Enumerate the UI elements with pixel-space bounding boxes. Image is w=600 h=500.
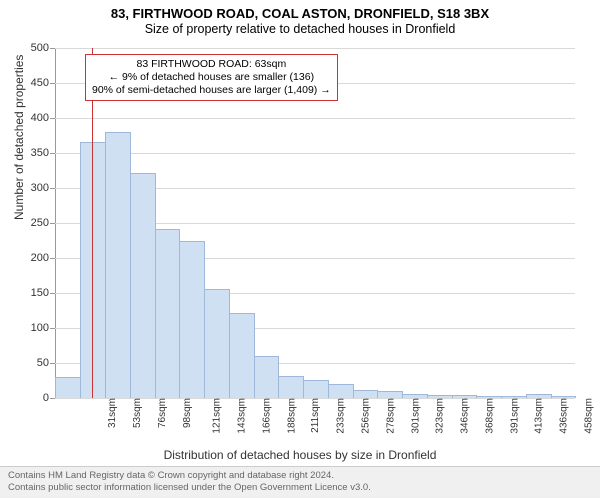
- xtick-label: 391sqm: [504, 398, 520, 434]
- chart-title-main: 83, FIRTHWOOD ROAD, COAL ASTON, DRONFIEL…: [0, 0, 600, 21]
- xtick-label: 233sqm: [331, 398, 347, 434]
- ytick-label: 300: [31, 182, 55, 194]
- bar: [501, 396, 527, 398]
- xtick-label: 278sqm: [380, 398, 396, 434]
- xtick-label: 256sqm: [356, 398, 372, 434]
- bar: [476, 396, 502, 398]
- bar: [402, 394, 428, 399]
- bar: [452, 395, 478, 398]
- bar: [229, 313, 255, 398]
- xtick-label: 436sqm: [554, 398, 570, 434]
- footer-line1: Contains HM Land Registry data © Crown c…: [8, 470, 592, 482]
- xtick-label: 301sqm: [405, 398, 421, 434]
- xtick-label: 53sqm: [127, 398, 143, 428]
- xtick-label: 98sqm: [177, 398, 193, 428]
- x-axis-label: Distribution of detached houses by size …: [0, 448, 600, 462]
- plot-area: 05010015020025030035040045050031sqm53sqm…: [55, 48, 575, 398]
- xtick-label: 458sqm: [578, 398, 594, 434]
- bar: [303, 380, 329, 399]
- annotation-line1: 83 FIRTHWOOD ROAD: 63sqm: [92, 58, 331, 71]
- bar: [551, 396, 577, 398]
- bar: [427, 395, 453, 398]
- annotation-line3: 90% of semi-detached houses are larger (…: [92, 84, 331, 97]
- chart-container: 83, FIRTHWOOD ROAD, COAL ASTON, DRONFIEL…: [0, 0, 600, 500]
- bar: [55, 377, 81, 398]
- xtick-label: 188sqm: [281, 398, 297, 434]
- bar: [278, 376, 304, 398]
- footer-line2: Contains public sector information licen…: [8, 482, 592, 494]
- xtick-label: 76sqm: [152, 398, 168, 428]
- ytick-label: 200: [31, 252, 55, 264]
- xtick-label: 368sqm: [479, 398, 495, 434]
- annotation-box: 83 FIRTHWOOD ROAD: 63sqm ← 9% of detache…: [85, 54, 338, 101]
- ytick-label: 150: [31, 287, 55, 299]
- chart-title-sub: Size of property relative to detached ho…: [0, 21, 600, 36]
- grid-line: [55, 153, 575, 154]
- bar: [353, 390, 379, 398]
- ytick-label: 0: [43, 392, 55, 404]
- bar: [526, 394, 552, 399]
- bar: [254, 356, 280, 398]
- ytick-label: 100: [31, 322, 55, 334]
- xtick-label: 413sqm: [529, 398, 545, 434]
- bar: [155, 229, 181, 398]
- ytick-label: 350: [31, 147, 55, 159]
- xtick-label: 323sqm: [430, 398, 446, 434]
- grid-line: [55, 48, 575, 49]
- bar: [328, 384, 354, 398]
- ytick-label: 50: [37, 357, 55, 369]
- xtick-label: 346sqm: [455, 398, 471, 434]
- ytick-label: 450: [31, 77, 55, 89]
- xtick-label: 211sqm: [305, 398, 321, 433]
- xtick-label: 143sqm: [232, 398, 248, 434]
- grid-line: [55, 118, 575, 119]
- bar: [130, 173, 156, 398]
- ytick-label: 500: [31, 42, 55, 54]
- footer: Contains HM Land Registry data © Crown c…: [0, 466, 600, 498]
- bar: [377, 391, 403, 398]
- xtick-label: 121sqm: [207, 398, 223, 434]
- bar: [105, 132, 131, 398]
- annotation-line2: ← 9% of detached houses are smaller (136…: [92, 71, 331, 84]
- y-axis-label: Number of detached properties: [12, 55, 26, 220]
- bar: [204, 289, 230, 399]
- xtick-label: 31sqm: [102, 398, 118, 428]
- ytick-label: 400: [31, 112, 55, 124]
- ytick-label: 250: [31, 217, 55, 229]
- xtick-label: 166sqm: [257, 398, 273, 434]
- bar: [179, 241, 205, 398]
